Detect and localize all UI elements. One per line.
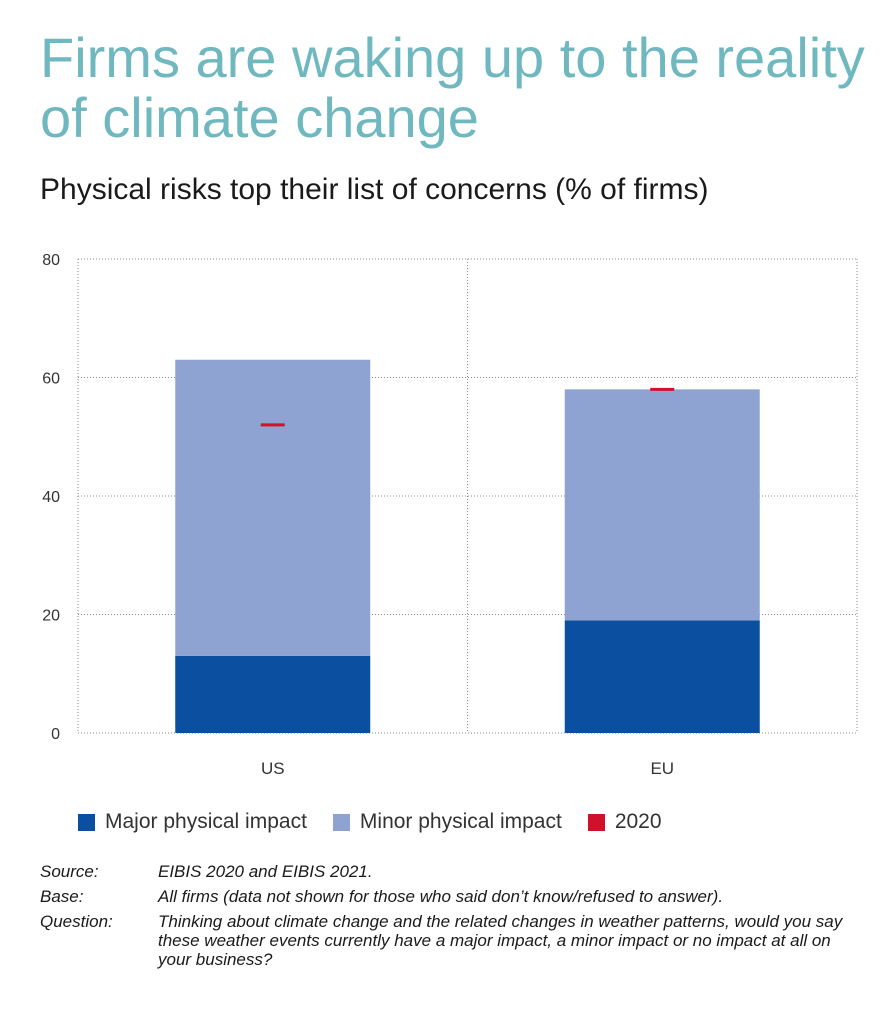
y-tick-label: 60 <box>42 371 60 388</box>
x-axis-categories: US EU <box>261 759 674 778</box>
bar-eu-major <box>564 620 760 733</box>
note-label: Source: <box>40 862 99 881</box>
legend-item-minor: Minor physical impact <box>332 810 562 834</box>
bar-us-minor <box>175 359 371 656</box>
y-tick-label: 0 <box>51 726 60 743</box>
note-text: All firms (data not shown for those who … <box>158 887 724 906</box>
legend-swatch-minor <box>332 813 350 831</box>
legend-label-2020: 2020 <box>614 810 662 833</box>
legend-item-2020: 2020 <box>587 810 662 834</box>
legend-label-major: Major physical impact <box>105 810 307 833</box>
stacked-bar-chart: 0 20 40 60 80 US EU <box>42 252 858 778</box>
legend: Major physical impact Minor physical imp… <box>78 810 688 834</box>
legend-swatch-major <box>78 813 95 831</box>
note-label: Question: <box>40 912 113 931</box>
y-tick-label: 40 <box>42 489 60 506</box>
y-tick-label: 20 <box>42 608 60 625</box>
x-category-label: EU <box>650 759 674 778</box>
page-title: Firms are waking up to the reality of cl… <box>40 26 865 149</box>
y-tick-label: 80 <box>42 252 60 269</box>
y-axis-ticks: 0 20 40 60 80 <box>42 252 60 743</box>
legend-label-minor: Minor physical impact <box>359 810 562 833</box>
chart-subtitle: Physical risks top their list of concern… <box>40 173 709 206</box>
bar-us-major <box>175 655 371 733</box>
chart-notes: Source: EIBIS 2020 and EIBIS 2021. Base:… <box>40 862 860 975</box>
note-question: Question: Thinking about climate change … <box>40 912 860 969</box>
x-category-label: US <box>261 759 285 778</box>
markers-2020 <box>260 387 675 427</box>
bar-eu-minor <box>564 389 760 621</box>
legend-item-major: Major physical impact <box>78 810 307 834</box>
note-text: Thinking about climate change and the re… <box>158 912 843 969</box>
note-source: Source: EIBIS 2020 and EIBIS 2021. <box>40 862 860 881</box>
note-label: Base: <box>40 887 84 906</box>
note-text: EIBIS 2020 and EIBIS 2021. <box>158 862 373 881</box>
bars <box>175 359 760 733</box>
note-base: Base: All firms (data not shown for thos… <box>40 887 860 906</box>
legend-swatch-2020 <box>587 813 605 831</box>
